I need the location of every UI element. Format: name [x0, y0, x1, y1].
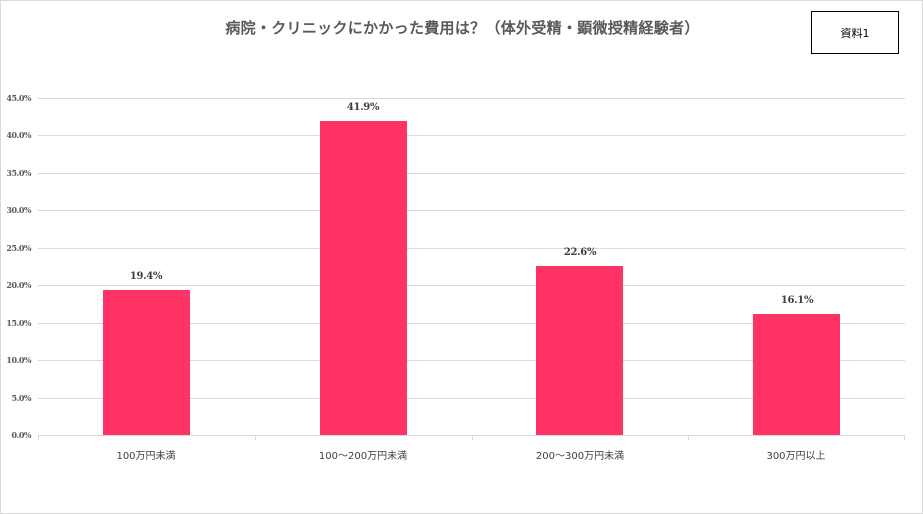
- chart-title: 病院・クリニックにかかった費用は？（体外受精・顕微授精経験者）: [225, 19, 700, 37]
- y-tick-label: 10.0%: [6, 355, 31, 365]
- x-tick-mark: [255, 435, 256, 440]
- bar: [753, 314, 840, 435]
- y-tick-label: 30.0%: [6, 205, 31, 215]
- document-badge: 資料1: [811, 11, 899, 54]
- data-label: 16.1%: [780, 295, 814, 306]
- gridline: [38, 248, 905, 249]
- y-tick-label: 40.0%: [6, 130, 31, 140]
- x-tick-mark: [472, 435, 473, 440]
- y-tick-label: 0.0%: [11, 430, 31, 440]
- y-tick-label: 20.0%: [6, 280, 31, 290]
- x-category-label: 100万円未満: [116, 451, 176, 462]
- gridline: [38, 323, 905, 324]
- y-tick-label: 35.0%: [6, 168, 31, 178]
- x-category-label: 300万円以上: [766, 451, 826, 462]
- y-tick-label: 45.0%: [6, 93, 31, 103]
- bar: [536, 266, 623, 435]
- data-label: 19.4%: [129, 271, 163, 282]
- gridline: [38, 210, 905, 211]
- y-tick-label: 15.0%: [6, 318, 31, 328]
- data-label: 22.6%: [563, 247, 597, 258]
- data-label: 41.9%: [346, 102, 380, 113]
- gridline: [38, 360, 905, 361]
- x-category-label: 100～200万円未満: [318, 451, 408, 462]
- plot-area: 0.0% 5.0% 10.0% 15.0% 20.0% 25.0% 30.0% 35.0% 40…: [6, 93, 905, 462]
- x-axis-line: [38, 435, 905, 436]
- x-tick-mark: [38, 435, 39, 440]
- gridline: [38, 398, 905, 399]
- x-tick-mark: [904, 435, 905, 440]
- y-tick-label: 5.0%: [11, 393, 31, 403]
- x-tick-mark: [688, 435, 689, 440]
- bar: [103, 290, 190, 435]
- gridline: [38, 173, 905, 174]
- y-tick-label: 25.0%: [6, 243, 31, 253]
- x-category-label: 200～300万円未満: [535, 451, 625, 462]
- bar: [320, 121, 407, 435]
- gridline: [38, 98, 905, 99]
- gridline: [38, 285, 905, 286]
- gridline: [38, 135, 905, 136]
